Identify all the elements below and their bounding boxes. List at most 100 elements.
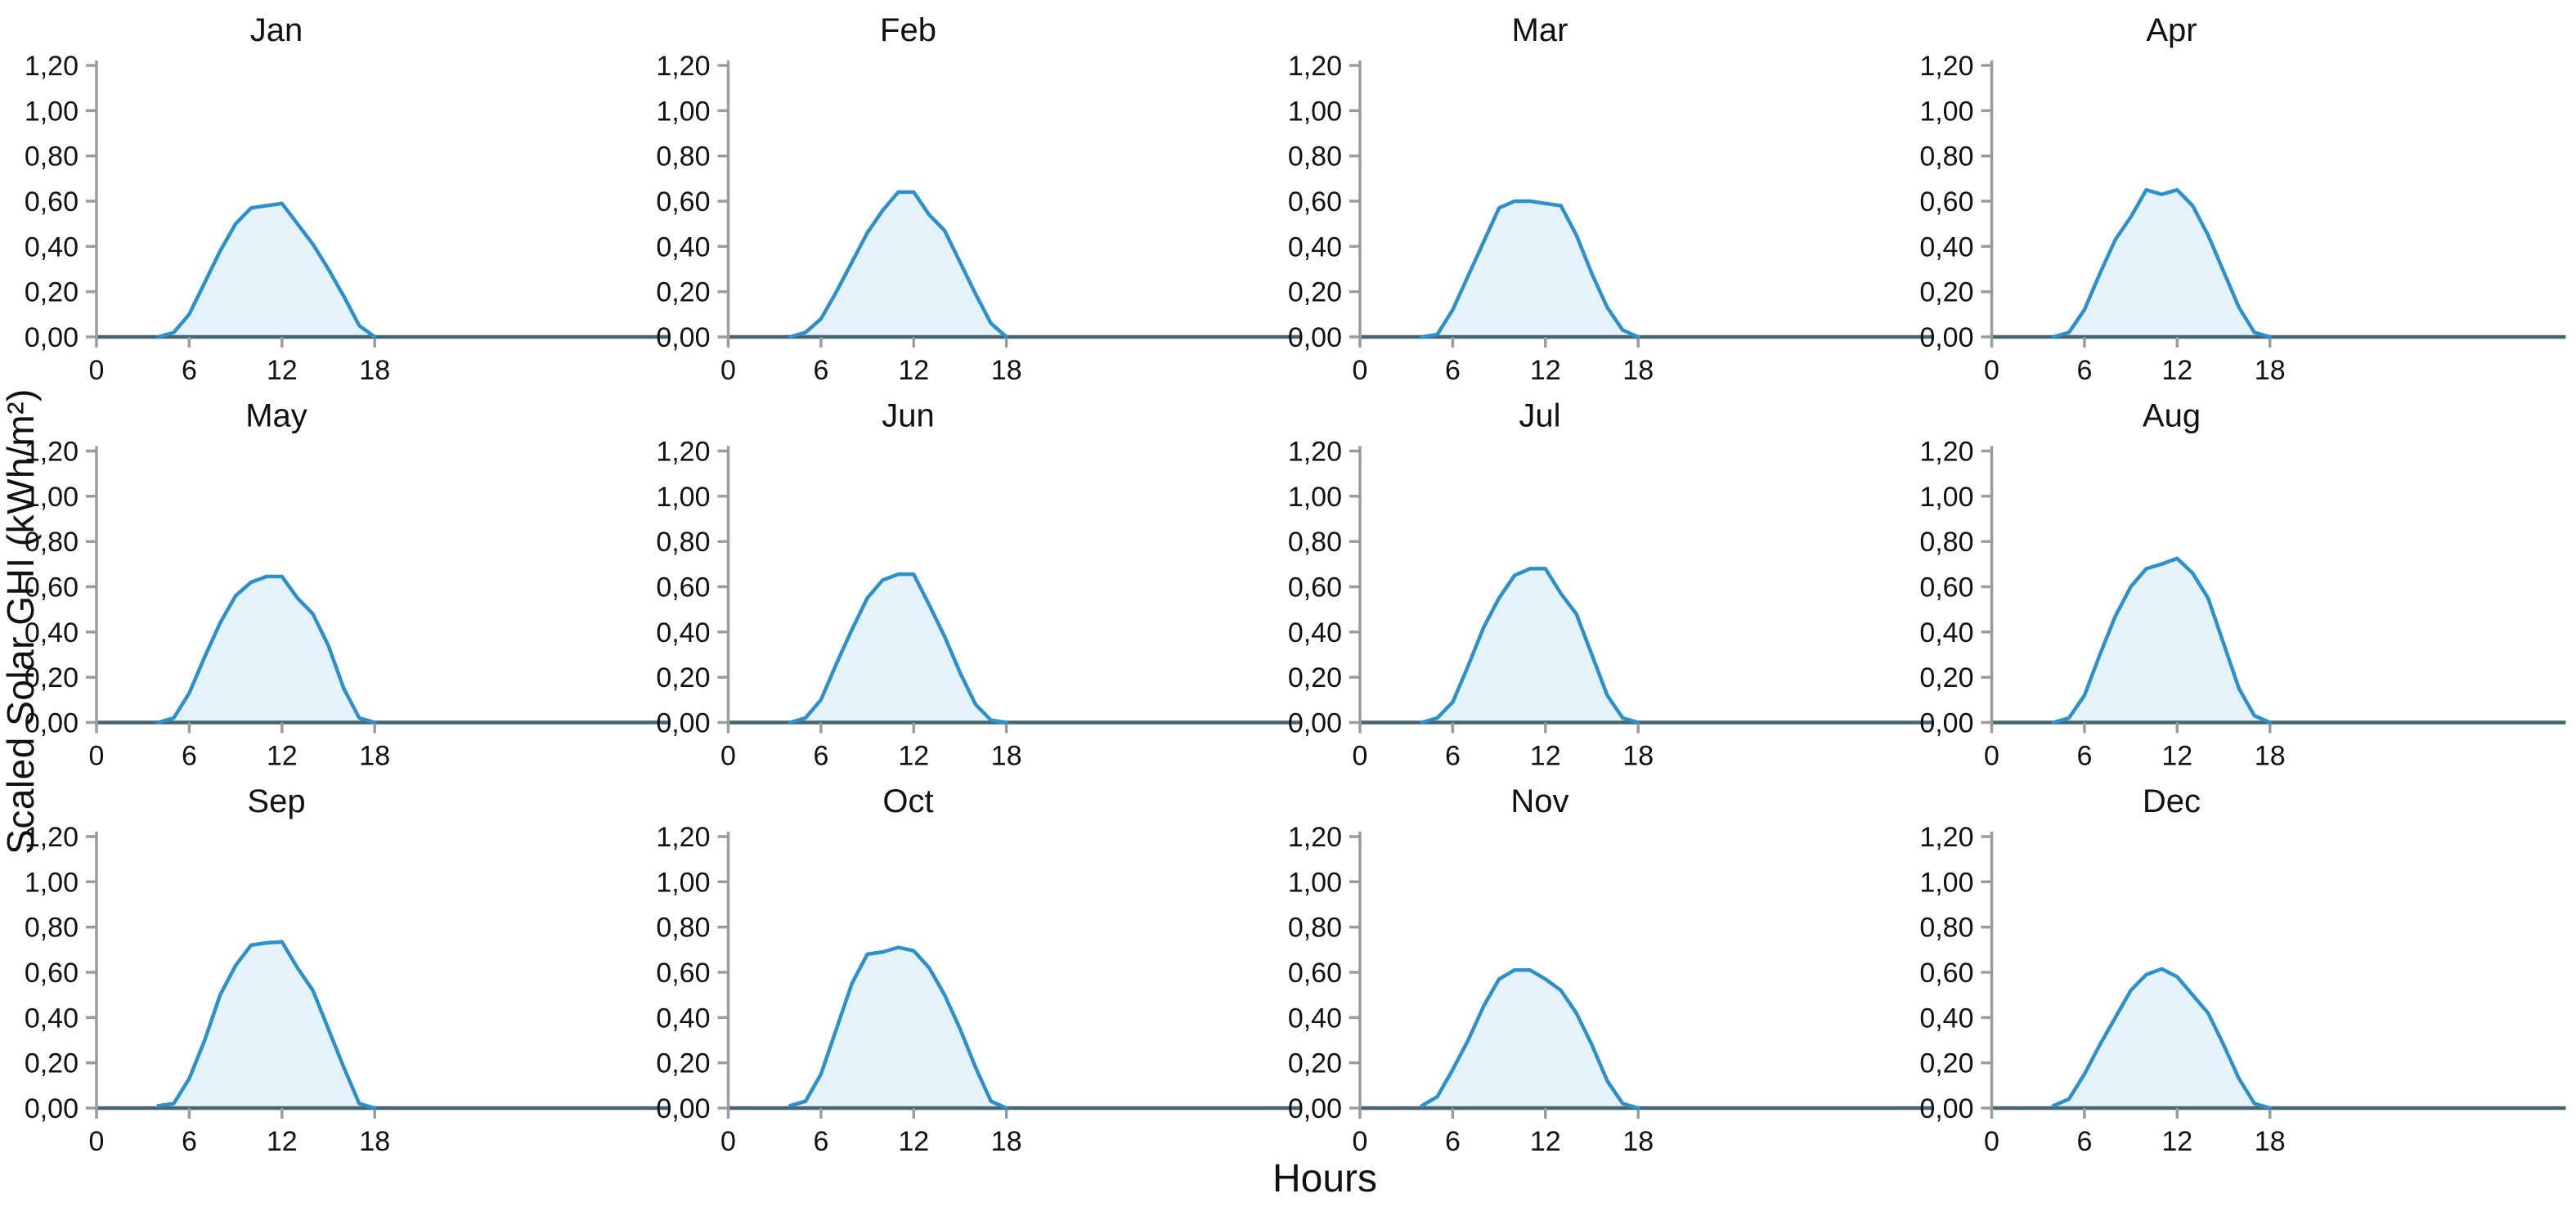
y-tick-label: 0,00 xyxy=(1919,322,1973,353)
y-tick-label: 1,20 xyxy=(656,437,710,468)
y-tick-label: 0,40 xyxy=(1919,231,1973,262)
subplot-nov: 0,00 0,20 0,40 0,60 0,80 1,00 1,20 0 6 12 18 Nov xyxy=(1288,783,1934,1157)
y-tick-label: 1,00 xyxy=(1288,867,1342,898)
ghi-line-apr xyxy=(2051,187,2272,339)
subplot-feb: 0,00 0,20 0,40 0,60 0,80 1,00 1,20 0 6 12 18 Feb xyxy=(656,12,1303,386)
y-tick-label: 1,00 xyxy=(1919,96,1973,127)
x-tick-label: 0 xyxy=(89,355,105,386)
x-tick-label: 6 xyxy=(182,741,197,772)
y-tick-label: 0,20 xyxy=(656,662,710,693)
ghi-area-aug xyxy=(2053,558,2270,723)
y-tick-label: 0,00 xyxy=(656,708,710,739)
y-tick-label: 0,40 xyxy=(1919,617,1973,648)
x-tick-label: 12 xyxy=(1530,1126,1561,1157)
y-tick-label: 1,00 xyxy=(25,867,79,898)
ghi-line-dec xyxy=(2051,967,2272,1111)
x-tick-label: 0 xyxy=(89,741,105,772)
y-tick-label: 1,00 xyxy=(656,96,710,127)
x-tick-label: 6 xyxy=(1445,741,1461,772)
subplot-jul: 0,00 0,20 0,40 0,60 0,80 1,00 1,20 0 6 12 18 Jul xyxy=(1288,398,1934,772)
y-tick-label: 1,00 xyxy=(25,482,79,513)
ghi-area-may xyxy=(158,577,375,723)
y-tick-label: 0,20 xyxy=(25,662,79,693)
x-tick-label: 18 xyxy=(1622,355,1654,386)
subplot-jun: 0,00 0,20 0,40 0,60 0,80 1,00 1,20 0 6 12 18 Jun xyxy=(656,398,1303,772)
x-tick-label: 18 xyxy=(991,355,1022,386)
y-tick-label: 0,40 xyxy=(25,231,79,262)
y-tick-label: 1,00 xyxy=(1919,867,1973,898)
y-tick-label: 0,20 xyxy=(1288,277,1342,308)
y-tick-label: 0,60 xyxy=(1288,572,1342,604)
y-tick-label: 0,20 xyxy=(656,1048,710,1079)
y-tick-label: 1,20 xyxy=(656,822,710,853)
subplot-title-may: May xyxy=(245,398,307,434)
y-tick-label: 0,00 xyxy=(1919,1093,1973,1124)
y-tick-label: 1,20 xyxy=(1288,437,1342,468)
y-tick-label: 1,00 xyxy=(1919,482,1973,513)
y-tick-label: 0,40 xyxy=(25,1003,79,1034)
y-tick-label: 0,40 xyxy=(1919,1003,1973,1034)
y-tick-label: 0,20 xyxy=(1288,662,1342,693)
ghi-line-nov xyxy=(1420,967,1640,1111)
x-axis-label: Hours xyxy=(1272,1157,1378,1200)
ghi-area-dec xyxy=(2053,968,2270,1108)
y-tick-label: 0,00 xyxy=(656,322,710,353)
ghi-line-jan xyxy=(156,201,377,339)
y-tick-label: 0,00 xyxy=(656,1093,710,1124)
y-tick-label: 0,20 xyxy=(1919,1048,1973,1079)
x-tick-label: 12 xyxy=(2161,741,2192,772)
x-tick-label: 0 xyxy=(720,1126,736,1157)
y-tick-label: 0,60 xyxy=(25,572,79,604)
subplot-title-dec: Dec xyxy=(2143,783,2201,819)
x-tick-label: 18 xyxy=(1622,741,1654,772)
y-tick-label: 0,20 xyxy=(25,1048,79,1079)
x-tick-label: 0 xyxy=(720,355,736,386)
x-tick-label: 6 xyxy=(813,1126,828,1157)
subplot-oct: 0,00 0,20 0,40 0,60 0,80 1,00 1,20 0 6 12 18 Oct xyxy=(656,783,1303,1157)
subplot-title-apr: Apr xyxy=(2146,12,2197,48)
subplot-may: 0,00 0,20 0,40 0,60 0,80 1,00 1,20 0 6 12 18 May xyxy=(25,398,671,772)
ghi-area-mar xyxy=(1421,201,1639,337)
x-tick-label: 0 xyxy=(89,1126,105,1157)
y-axis-label: Scaled Solar GHI (kWh/m²) xyxy=(0,388,42,855)
y-tick-label: 0,80 xyxy=(25,913,79,944)
ghi-area-jan xyxy=(158,203,375,337)
y-tick-label: 0,80 xyxy=(656,141,710,173)
x-tick-label: 6 xyxy=(813,355,828,386)
x-tick-label: 12 xyxy=(267,741,298,772)
ghi-area-oct xyxy=(790,947,1007,1108)
subplot-aug: 0,00 0,20 0,40 0,60 0,80 1,00 1,20 0 6 12 18 Aug xyxy=(1919,398,2566,772)
y-tick-label: 0,20 xyxy=(25,277,79,308)
ghi-area-jul xyxy=(1421,568,1639,723)
y-tick-label: 0,60 xyxy=(1919,572,1973,604)
x-tick-label: 18 xyxy=(2255,741,2286,772)
subplot-dec: 0,00 0,20 0,40 0,60 0,80 1,00 1,20 0 6 12 18 Dec xyxy=(1919,783,2566,1157)
y-tick-label: 0,80 xyxy=(656,527,710,558)
y-tick-label: 1,20 xyxy=(1919,822,1973,853)
x-tick-label: 12 xyxy=(2161,355,2192,386)
y-tick-label: 0,00 xyxy=(25,708,79,739)
x-tick-label: 0 xyxy=(1353,355,1368,386)
x-tick-label: 0 xyxy=(1984,741,1999,772)
x-tick-label: 18 xyxy=(359,355,390,386)
y-tick-label: 0,40 xyxy=(1288,1003,1342,1034)
x-tick-label: 12 xyxy=(2161,1126,2192,1157)
y-tick-label: 0,80 xyxy=(25,527,79,558)
x-tick-label: 6 xyxy=(182,1126,197,1157)
y-tick-label: 0,60 xyxy=(1919,186,1973,218)
y-tick-label: 0,40 xyxy=(25,617,79,648)
ghi-line-mar xyxy=(1420,199,1640,339)
y-tick-label: 0,80 xyxy=(1288,527,1342,558)
y-tick-label: 1,20 xyxy=(1919,51,1973,82)
y-tick-label: 0,40 xyxy=(1288,231,1342,262)
y-tick-label: 1,20 xyxy=(1919,437,1973,468)
y-tick-label: 1,20 xyxy=(1288,51,1342,82)
x-tick-label: 18 xyxy=(1622,1126,1654,1157)
y-tick-label: 0,60 xyxy=(656,186,710,218)
y-tick-label: 0,00 xyxy=(1288,322,1342,353)
ghi-line-jul xyxy=(1420,567,1640,725)
x-tick-label: 0 xyxy=(720,741,736,772)
y-tick-label: 0,80 xyxy=(1288,141,1342,173)
